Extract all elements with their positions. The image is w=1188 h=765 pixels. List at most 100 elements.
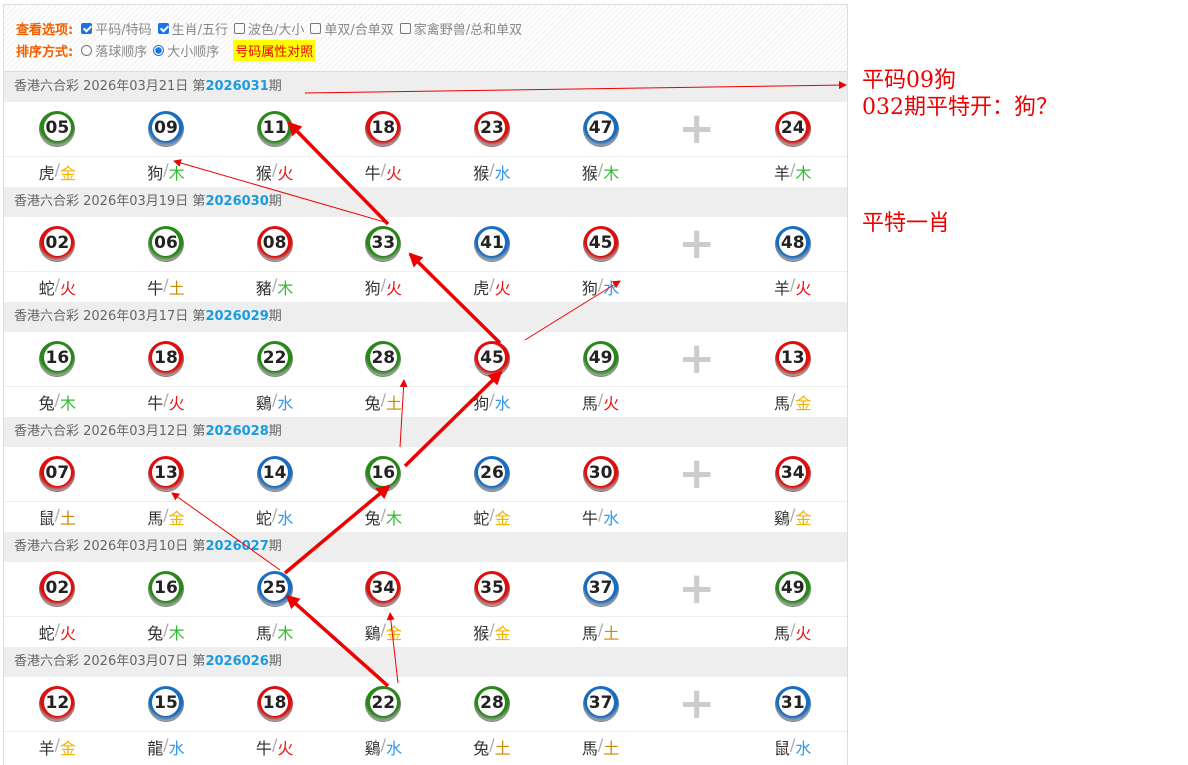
zodiac-element: 馬 / 火: [581, 390, 620, 413]
zodiac-row: 蛇 / 火牛 / 土豬 / 木狗 / 火虎 / 火狗 / 水羊 / 火: [4, 272, 847, 302]
sort-option[interactable]: 大小顺序: [153, 41, 219, 60]
ball-row: 12 15 18 22 28 37 +31: [4, 677, 847, 732]
view-option[interactable]: 家禽野兽/总和单双: [399, 19, 523, 38]
results-panel: 查看选项: 平码/特码 生肖/五行 波色/大小 单双/合单双 家禽野兽/总和单双 排序方…: [3, 4, 848, 765]
view-option[interactable]: 平码/特码: [81, 19, 152, 38]
sort-label: 排序方式:: [16, 44, 74, 60]
ball-green: 49: [774, 571, 811, 607]
draw-period: 香港六合彩 2026年03月21日 第2026031期 05 09 11 18 23 47 +…: [4, 72, 847, 187]
options-bar: 查看选项: 平码/特码 生肖/五行 波色/大小 单双/合单双 家禽野兽/总和单双 排序方…: [4, 5, 847, 72]
radio[interactable]: [81, 44, 93, 56]
ball-row: 02 06 08 33 41 45 +48: [4, 217, 847, 272]
zodiac-element: 虎 / 火: [473, 275, 511, 298]
ball-green: 22: [365, 686, 402, 722]
radio[interactable]: [153, 44, 165, 56]
ball-row: 02 16 25 34 35 37 +49: [4, 562, 847, 617]
zodiac-element: 蛇 / 水: [255, 505, 294, 528]
ball-red: 07: [39, 456, 76, 492]
ball-red: 35: [473, 571, 510, 607]
ball-green: 28: [473, 686, 510, 722]
view-option-label: 波色/大小: [247, 22, 305, 38]
checkbox[interactable]: [157, 22, 169, 34]
zodiac-element: 豬 / 木: [255, 275, 294, 298]
zodiac-element: 馬 / 土: [581, 735, 620, 758]
zodiac-element: 兔 / 土: [364, 390, 402, 413]
view-option[interactable]: 单双/合单双: [310, 19, 394, 38]
zodiac-element: 羊 / 火: [773, 275, 812, 298]
period-header: 香港六合彩 2026年03月19日 第2026030期: [4, 187, 847, 217]
ball-red: 34: [774, 456, 811, 492]
checkbox[interactable]: [399, 22, 411, 34]
zodiac-element: 馬 / 金: [773, 390, 812, 413]
ball-green: 16: [39, 341, 76, 377]
sort-option-label: 大小顺序: [167, 44, 220, 60]
zodiac-element: 牛 / 火: [147, 390, 185, 413]
number-attribute-link[interactable]: 号码属性对照: [233, 39, 316, 61]
ball-blue: 25: [256, 571, 293, 607]
period-header: 香港六合彩 2026年03月17日 第2026029期: [4, 302, 847, 332]
ball-red: 18: [365, 111, 402, 147]
sort-option-label: 落球顺序: [95, 44, 148, 60]
draw-period: 香港六合彩 2026年03月19日 第2026030期 02 06 08 33 41 45 +…: [4, 187, 847, 302]
zodiac-element: 鷄 / 水: [255, 390, 294, 413]
plus-icon: +: [678, 448, 716, 499]
zodiac-element: 鼠 / 水: [773, 735, 812, 758]
zodiac-element: 狗 / 火: [364, 275, 402, 298]
ball-red: 02: [39, 226, 76, 262]
ball-red: 13: [147, 456, 184, 492]
arrow: [524, 280, 621, 341]
zodiac-row: 虎 / 金 狗 / 木 猴 / 火 牛 / 火 猴 / 水 猴 / 木 羊 / 木: [4, 157, 847, 187]
ball-green: 22: [256, 341, 293, 377]
checkbox[interactable]: [310, 22, 322, 34]
zodiac-element: 猴 / 水: [473, 160, 511, 183]
plus-icon: +: [678, 103, 716, 154]
ball-blue: 37: [582, 686, 619, 722]
zodiac-element: 蛇 / 火: [38, 620, 77, 643]
arrow: [399, 379, 408, 448]
ball-red: 45: [582, 226, 619, 262]
checkbox[interactable]: [233, 22, 245, 34]
ball-red: 45: [473, 341, 510, 377]
ball-red: 34: [365, 571, 402, 607]
ball-blue: 48: [774, 226, 811, 262]
zodiac-element: 虎 / 金: [38, 160, 77, 183]
ball-red: 18: [256, 686, 293, 722]
annotation-line1: 平码09狗: [862, 68, 956, 93]
zodiac-element: 牛 / 土: [147, 275, 185, 298]
checkbox[interactable]: [81, 22, 93, 34]
view-option[interactable]: 生肖/五行: [157, 19, 228, 38]
draw-period: 香港六合彩 2026年03月17日 第2026029期 16 18 22 28 45 49 +…: [4, 302, 847, 417]
arrow: [403, 370, 503, 468]
plus-icon: +: [678, 563, 716, 614]
zodiac-element: 兔 / 木: [147, 620, 185, 643]
ball-blue: 14: [256, 456, 293, 492]
zodiac-element: 兔 / 木: [364, 505, 402, 528]
draw-period: 香港六合彩 2026年03月10日 第2026027期 02 16 25 34 35 37 +…: [4, 532, 847, 647]
ball-row: 05 09 11 18 23 47 +24: [4, 102, 847, 157]
zodiac-element: 狗 / 水: [473, 390, 511, 413]
zodiac-element: 龍 / 水: [147, 735, 185, 758]
plus-icon: +: [678, 333, 716, 384]
view-option[interactable]: 波色/大小: [233, 19, 305, 38]
ball-row: 07 13 14 16 26 30 +34: [4, 447, 847, 502]
ball-row: 16 18 22 28 45 49 +13: [4, 332, 847, 387]
ball-green: 28: [365, 341, 402, 377]
zodiac-element: 鷄 / 金: [364, 620, 402, 643]
ball-blue: 37: [582, 571, 619, 607]
plus-icon: +: [678, 678, 716, 729]
zodiac-element: 狗 / 木: [147, 160, 185, 183]
period-header: 香港六合彩 2026年03月10日 第2026027期: [4, 532, 847, 562]
zodiac-element: 鼠 / 土: [38, 505, 77, 528]
arrow: [408, 252, 502, 345]
arrow: [304, 81, 847, 94]
zodiac-row: 蛇 / 火 兔 / 木 馬 / 木 鷄 / 金 猴 / 金 馬 / 土 馬 / 火: [4, 617, 847, 647]
zodiac-element: 蛇 / 火: [38, 275, 77, 298]
arrow: [283, 484, 391, 575]
zodiac-element: 猴 / 金: [473, 620, 511, 643]
view-option-label: 平码/特码: [95, 22, 152, 38]
period-header: 香港六合彩 2026年03月12日 第2026028期: [4, 417, 847, 447]
sort-option[interactable]: 落球顺序: [81, 41, 147, 60]
ball-red: 13: [774, 341, 811, 377]
zodiac-row: 羊 / 金 龍 / 水 牛 / 火 鷄 / 水 兔 / 土 馬 / 土 鼠 / 水: [4, 732, 847, 762]
view-option-label: 家禽野兽/总和单双: [413, 22, 523, 38]
